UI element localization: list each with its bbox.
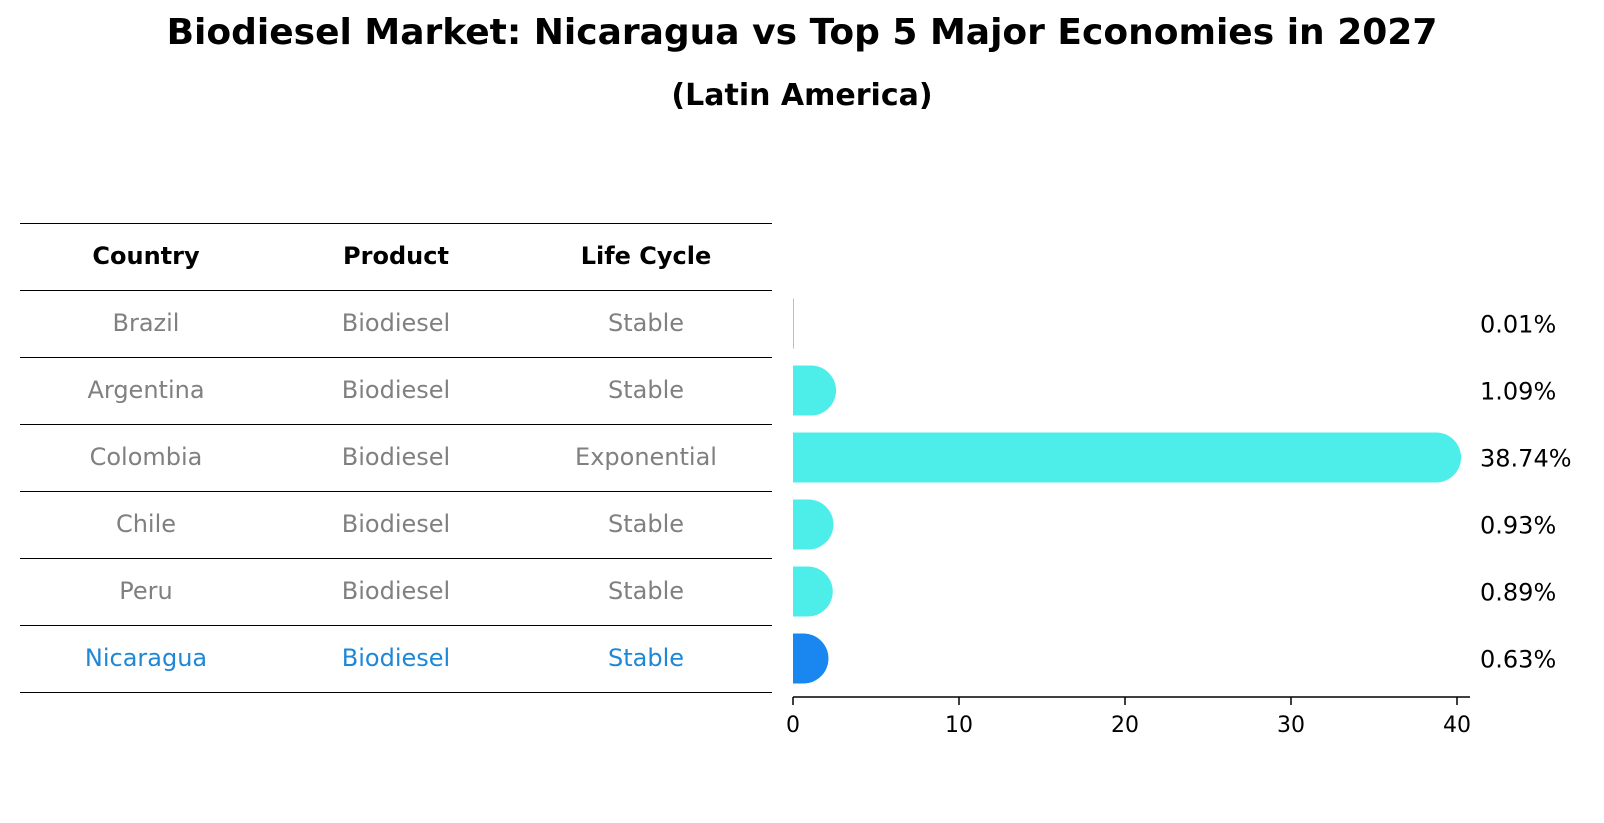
table-header-life-cycle: Life Cycle <box>580 241 712 270</box>
table-cell: Argentina <box>87 375 205 404</box>
table-divider <box>20 625 772 626</box>
table-divider <box>20 290 772 291</box>
table-cell: Exponential <box>575 442 717 471</box>
x-tick-label: 10 <box>945 713 973 738</box>
bar-argentina <box>793 365 837 416</box>
table-cell: Nicaragua <box>84 643 208 672</box>
table-cell: Biodiesel <box>341 442 451 471</box>
table-cell: Colombia <box>89 442 203 471</box>
table-cell: Chile <box>115 509 177 538</box>
table-divider <box>20 357 772 358</box>
table-cell: Stable <box>607 576 685 605</box>
bar-nicaragua <box>793 633 829 684</box>
table-divider <box>20 223 772 224</box>
bar-peru <box>793 566 833 617</box>
x-tick-label: 20 <box>1111 713 1139 738</box>
table-cell: Peru <box>119 576 173 605</box>
bar-brazil <box>793 298 794 349</box>
table-cell: Stable <box>607 509 685 538</box>
table-header-product: Product <box>343 241 449 270</box>
table-cell: Stable <box>607 375 685 404</box>
table-header-country: Country <box>92 241 200 270</box>
table-divider <box>20 558 772 559</box>
table-cell: Brazil <box>112 308 180 337</box>
value-label: 0.63% <box>1480 646 1556 674</box>
value-label: 38.74% <box>1480 445 1572 473</box>
table-divider <box>20 692 772 693</box>
x-tick-label: 40 <box>1443 713 1471 738</box>
bar-chile <box>793 499 834 550</box>
table-cell: Biodiesel <box>341 509 451 538</box>
table-cell: Stable <box>607 643 685 672</box>
table-cell: Stable <box>607 308 685 337</box>
table-divider <box>20 491 772 492</box>
bar-colombia <box>793 432 1462 483</box>
table-cell: Biodiesel <box>341 643 451 672</box>
value-label: 0.01% <box>1480 311 1556 339</box>
table-cell: Biodiesel <box>341 308 451 337</box>
table-cell: Biodiesel <box>341 576 451 605</box>
value-label: 0.89% <box>1480 579 1556 607</box>
chart-subtitle: (Latin America) <box>671 78 933 113</box>
value-label: 1.09% <box>1480 378 1556 406</box>
x-tick-label: 30 <box>1277 713 1305 738</box>
table-divider <box>20 424 772 425</box>
x-tick-label: 0 <box>786 713 800 738</box>
table-cell: Biodiesel <box>341 375 451 404</box>
chart-title: Biodiesel Market: Nicaragua vs Top 5 Maj… <box>166 12 1438 53</box>
value-label: 0.93% <box>1480 512 1556 540</box>
